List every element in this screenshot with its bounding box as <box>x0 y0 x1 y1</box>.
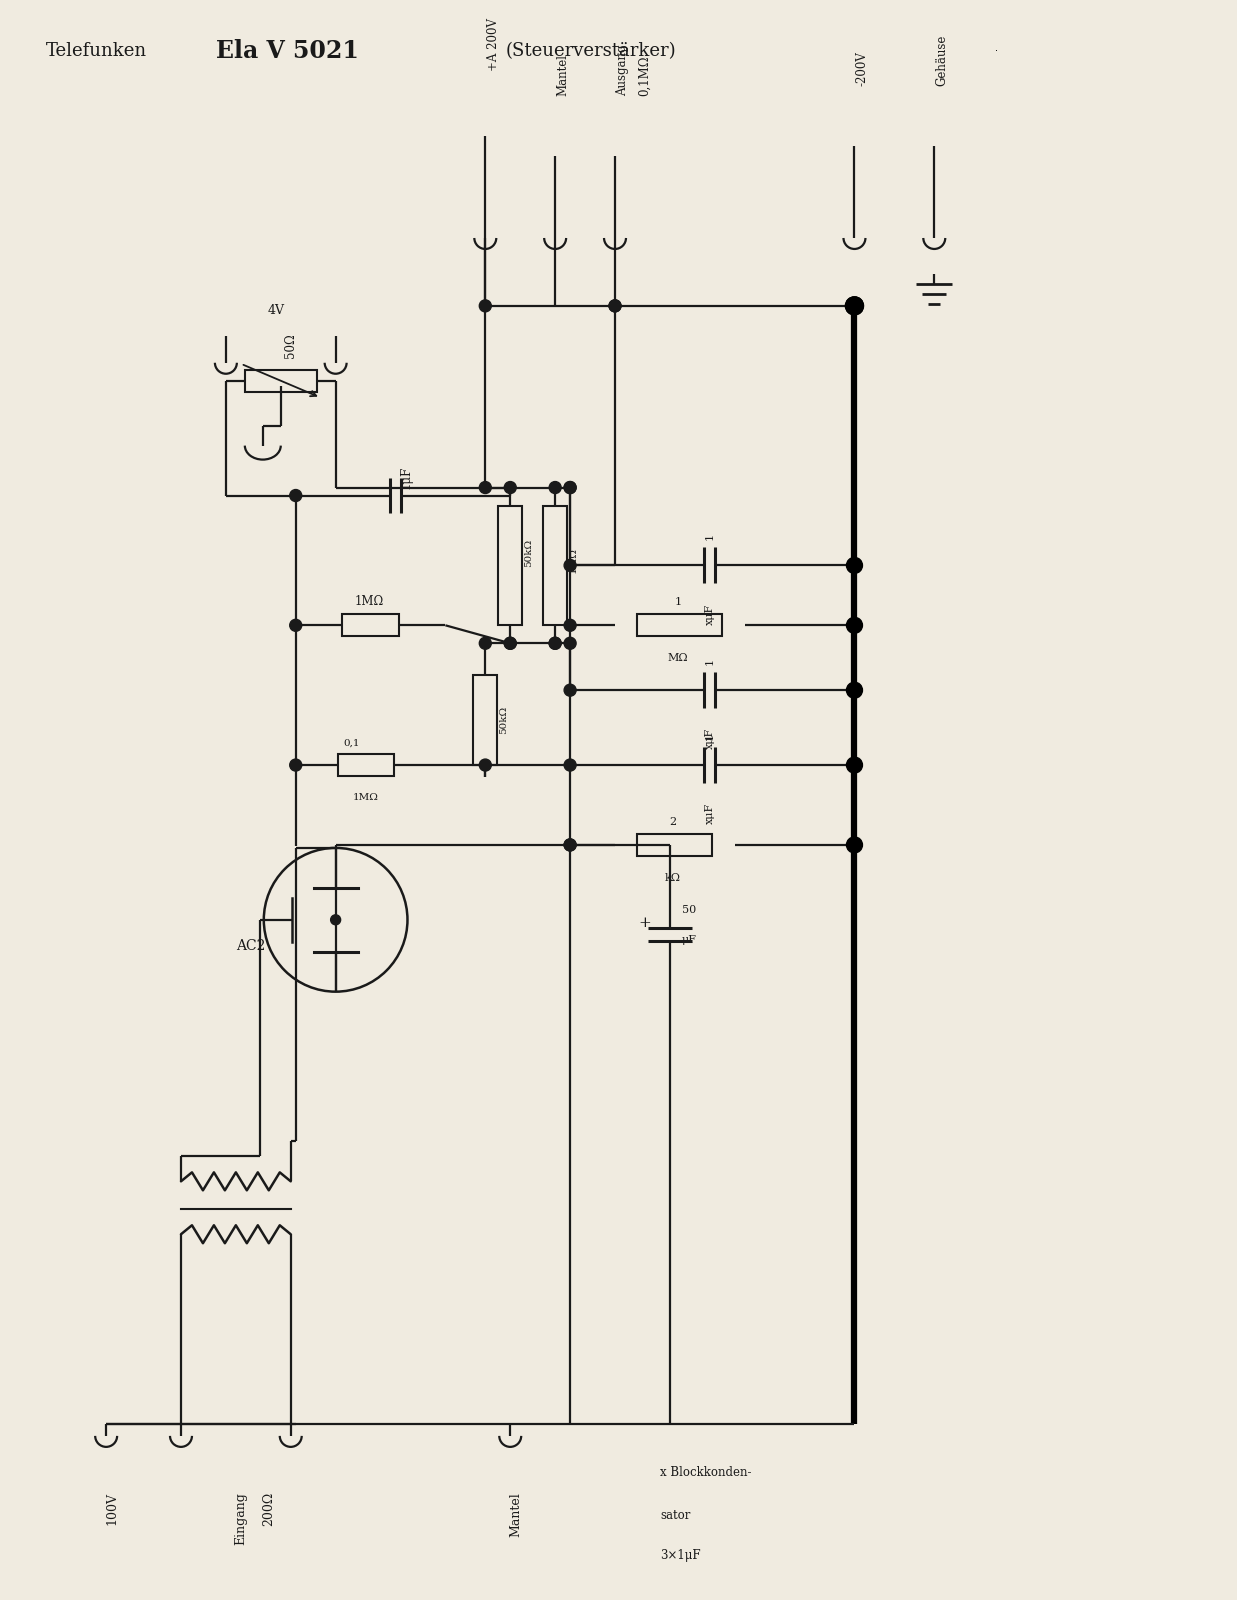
Text: 1: 1 <box>674 597 682 608</box>
Circle shape <box>564 685 576 696</box>
Text: μF: μF <box>682 934 696 944</box>
Circle shape <box>609 299 621 312</box>
Circle shape <box>846 837 862 853</box>
Text: 1MΩ: 1MΩ <box>569 547 578 573</box>
Bar <box>637 834 713 856</box>
Circle shape <box>289 758 302 771</box>
Circle shape <box>846 557 862 573</box>
Text: xμF: xμF <box>705 603 715 624</box>
Text: 1: 1 <box>705 733 715 741</box>
Circle shape <box>479 758 491 771</box>
Circle shape <box>330 915 340 925</box>
Text: 50kΩ: 50kΩ <box>500 706 508 734</box>
Text: 200Ω: 200Ω <box>262 1491 276 1526</box>
Text: 4V: 4V <box>267 304 285 317</box>
Text: Gehäuse: Gehäuse <box>935 35 949 86</box>
Bar <box>637 614 722 637</box>
Circle shape <box>564 482 576 493</box>
Circle shape <box>564 838 576 851</box>
Circle shape <box>564 637 576 650</box>
Text: xμF: xμF <box>705 728 715 749</box>
Text: Mantel: Mantel <box>510 1491 523 1536</box>
Text: 100V: 100V <box>105 1491 119 1525</box>
Text: 1MΩ: 1MΩ <box>353 794 379 802</box>
Circle shape <box>564 758 576 771</box>
Text: 0,1MΩ: 0,1MΩ <box>638 56 652 96</box>
Text: 50: 50 <box>682 906 696 915</box>
Circle shape <box>549 482 562 493</box>
Circle shape <box>505 637 516 650</box>
Circle shape <box>845 298 863 315</box>
Circle shape <box>564 619 576 632</box>
Text: Mantel: Mantel <box>557 54 569 96</box>
Text: +A 200V: +A 200V <box>487 18 500 72</box>
Text: MΩ: MΩ <box>668 653 688 664</box>
Text: Ausgang: Ausgang <box>616 45 630 96</box>
Text: sator: sator <box>659 1509 690 1522</box>
Text: -200V: -200V <box>856 51 868 86</box>
Circle shape <box>289 490 302 501</box>
Text: 2: 2 <box>669 818 677 827</box>
Circle shape <box>846 757 862 773</box>
Circle shape <box>479 637 491 650</box>
Text: 1MΩ: 1MΩ <box>355 595 385 608</box>
Circle shape <box>479 299 491 312</box>
Circle shape <box>846 682 862 698</box>
Text: 50Ω: 50Ω <box>285 333 297 358</box>
Text: Ela V 5021: Ela V 5021 <box>216 40 359 64</box>
Text: AC2: AC2 <box>236 939 265 952</box>
Circle shape <box>609 299 621 312</box>
Circle shape <box>505 637 516 650</box>
Text: Telefunken: Telefunken <box>46 42 147 61</box>
Text: xμF: xμF <box>705 803 715 824</box>
Text: 1: 1 <box>705 533 715 541</box>
Bar <box>474 675 497 765</box>
Circle shape <box>549 637 562 650</box>
Circle shape <box>564 838 576 851</box>
Text: 0,1: 0,1 <box>344 739 360 749</box>
Circle shape <box>289 619 302 632</box>
Circle shape <box>505 482 516 493</box>
Text: +: + <box>638 915 651 930</box>
Text: 50kΩ: 50kΩ <box>524 539 533 568</box>
Bar <box>338 754 393 776</box>
Bar <box>245 370 317 392</box>
Text: (Steuerverstärker): (Steuerverstärker) <box>505 42 675 61</box>
Bar <box>341 614 400 637</box>
Bar <box>499 506 522 626</box>
Circle shape <box>846 618 862 634</box>
Circle shape <box>564 482 576 493</box>
Text: 1: 1 <box>705 658 715 666</box>
Circle shape <box>549 637 562 650</box>
Text: 3×1μF: 3×1μF <box>659 1549 700 1562</box>
Circle shape <box>479 482 491 493</box>
Circle shape <box>564 560 576 571</box>
Text: Eingang: Eingang <box>234 1491 247 1544</box>
Bar <box>543 506 567 626</box>
Text: 1μF: 1μF <box>400 466 412 488</box>
Text: x Blockkonden-: x Blockkonden- <box>659 1466 751 1478</box>
Circle shape <box>845 298 863 315</box>
Text: kΩ: kΩ <box>664 874 680 883</box>
